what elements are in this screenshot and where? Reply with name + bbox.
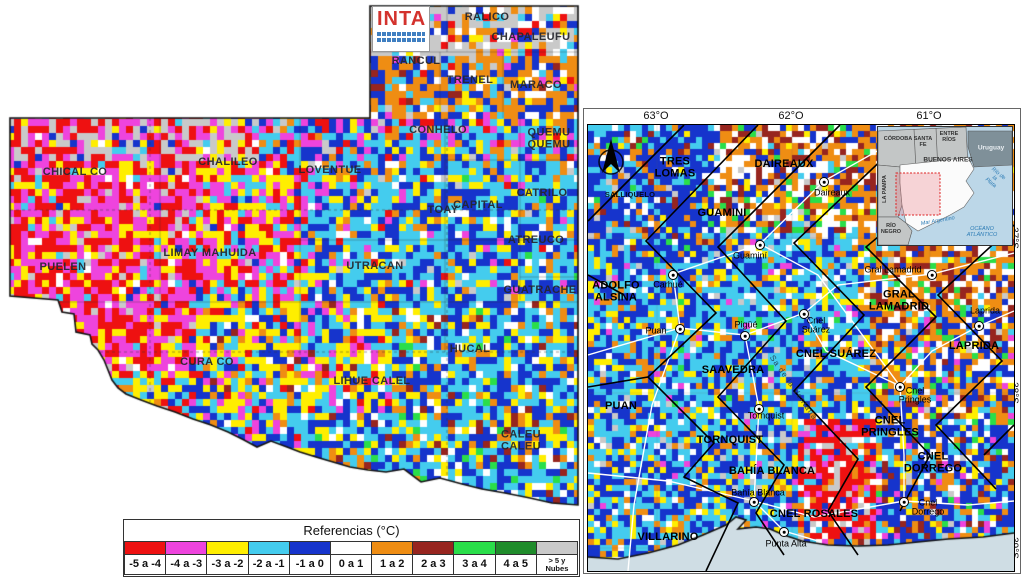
road-line [744,334,819,542]
longitude-label: 63°O [643,110,669,122]
inset-map-shapes [878,127,1012,245]
district-boundary [934,224,1014,490]
legend-item: 4 a 5 [494,541,537,575]
legend-label: 2 a 3 [421,558,446,570]
legend-swatch [413,542,454,555]
town-marker [755,240,765,250]
right-map: TRES LOMAS SALLIQUELO DAIREAUX GUAMINI ADOLF… [587,124,1015,572]
legend-label: > 5 y Nubes [545,556,569,573]
town-marker [749,497,759,507]
town-marker [675,324,685,334]
legend-title: Referencias (°C) [303,523,400,538]
town-marker [668,270,678,280]
town-marker [740,331,750,341]
longitude-label: 62°O [778,110,804,122]
left-map: INTA RALICO CHAPALEUFU RANCUL TRENEL MARACO C… [0,0,580,516]
legend-item: -4 a -3 [165,541,208,575]
town-marker [779,527,789,537]
inta-logo-stripe [377,32,425,36]
district-boundary [588,274,625,296]
district-boundary [588,125,685,222]
town-marker [819,177,829,187]
legend-item: 3 a 4 [453,541,496,575]
legend-item: 0 a 1 [329,541,373,575]
town-marker [974,321,984,331]
road-line [753,500,1014,518]
town-marker [895,382,905,392]
legend-row: -5 a -4 -4 a -3 -3 a -2 -2 a -1 -1 a 0 0 a 1 1… [124,541,578,575]
district-boundary [716,125,841,556]
legend-swatch [454,542,495,555]
legend-swatch [495,542,536,555]
legend-swatch [372,542,413,555]
town-marker [899,497,909,507]
inset-map: CÓRDOBA SANTA FE ENTRE RÍOS Uruguay BUENOS A… [877,126,1013,246]
legend-label: 1 a 2 [379,558,405,570]
road-line [588,472,755,502]
legend-label: -5 a -4 [129,558,161,570]
road-line [803,312,905,501]
right-map-panel: 63°O62°O61°O 37°S38°S39°S TRES LOMASSALL… [583,108,1021,574]
legend-item: -3 a -2 [206,541,249,575]
district-boundary [644,125,759,571]
north-arrow-icon [598,139,624,175]
legend-label: -1 a 0 [295,558,324,570]
district-boundary [792,134,909,556]
legend-swatch [248,542,289,555]
road-line [899,310,1014,387]
district-boundary [588,376,649,388]
legend-label: 3 a 4 [462,558,487,570]
legend-label: 0 a 1 [338,558,364,570]
left-map-canvas [0,0,580,516]
legend-item: -1 a 0 [288,541,331,575]
legend-swatch [125,542,166,555]
legend: Referencias (°C) -5 a -4 -4 a -3 -3 a -2 -2… [123,519,580,577]
legend-item: > 5 y Nubes [535,541,578,575]
legend-label: -3 a -2 [211,558,244,570]
road-line [588,252,1014,356]
town-marker [799,309,809,319]
legend-label: -4 a -3 [170,558,203,570]
inta-logo: INTA [372,6,430,52]
legend-item: 1 a 2 [371,541,414,575]
legend-swatch [207,542,248,555]
legend-item: -2 a -1 [247,541,290,575]
inta-logo-text: INTA [377,8,427,30]
legend-swatch [536,542,577,555]
town-marker [754,404,764,414]
district-boundary [983,424,1014,456]
road-line [759,243,901,387]
legend-item: 2 a 3 [412,541,455,575]
longitude-label: 61°O [916,110,942,122]
legend-swatch [330,542,372,555]
legend-swatch [166,542,207,555]
inset-highlight-rect [895,172,941,216]
legend-label: 4 a 5 [503,558,528,570]
inta-logo-stripe [377,38,425,42]
legend-label: -2 a -1 [252,558,285,570]
town-marker [927,270,937,280]
legend-swatch [289,542,330,555]
legend-item: -5 a -4 [124,541,167,575]
